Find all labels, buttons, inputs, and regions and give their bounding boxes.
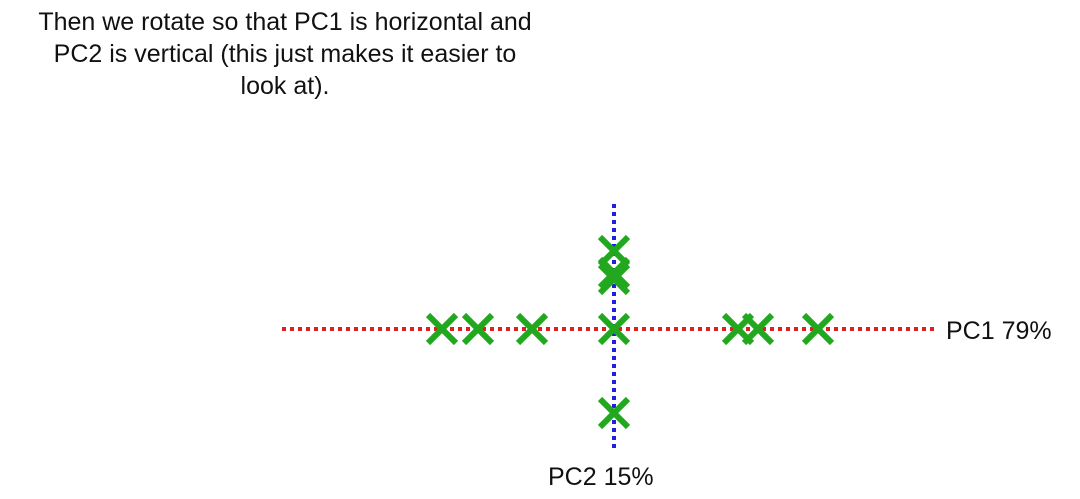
caption: Then we rotate so that PC1 is horizontal… (0, 6, 570, 102)
caption-line-3: look at). (240, 72, 330, 100)
pc2-axis-label: PC2 15% (548, 463, 654, 491)
pc1-axis-label: PC1 79% (946, 317, 1052, 345)
caption-line-1: Then we rotate so that PC1 is horizontal… (38, 8, 532, 36)
data-point-x-marker (515, 312, 549, 346)
data-point-x-marker (461, 312, 495, 346)
data-point-x-marker (597, 396, 631, 430)
data-point-x-marker (597, 312, 631, 346)
data-point-x-marker (425, 312, 459, 346)
data-point-x-marker (741, 312, 775, 346)
data-point-x-marker (597, 262, 631, 296)
data-points (425, 234, 835, 430)
caption-line-2: PC2 is vertical (this just makes it easi… (53, 40, 517, 68)
data-point-x-marker (597, 256, 631, 290)
data-point-x-marker (801, 312, 835, 346)
